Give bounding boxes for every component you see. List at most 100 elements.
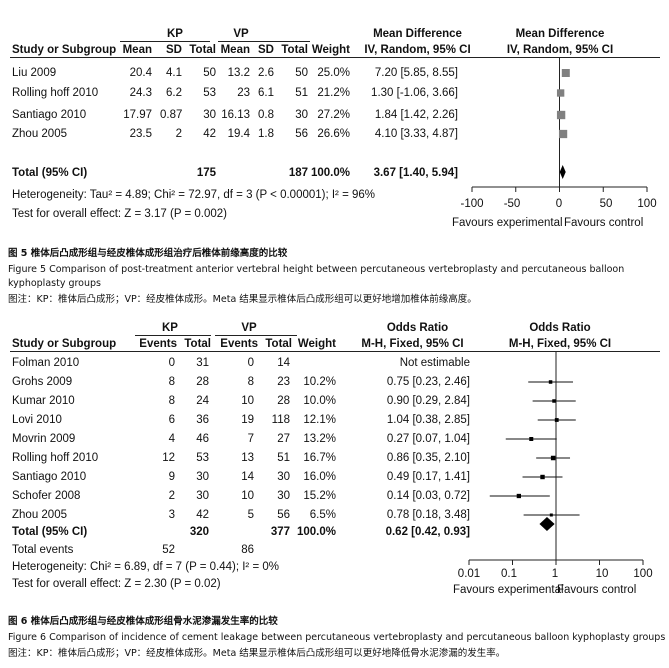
pooled-estimate-diamond <box>559 165 566 179</box>
col-kp-total: Total <box>184 338 211 350</box>
vp-sd: 6.1 <box>258 87 274 99</box>
kp-total: 53 <box>196 452 209 464</box>
vp-sd: 0.8 <box>258 109 274 121</box>
favours-control-label: Favours control <box>564 217 644 229</box>
heterogeneity-text: Heterogeneity: Tau² = 4.89; Chi² = 72.97… <box>12 189 376 201</box>
col-vp-sd: SD <box>258 44 274 56</box>
axis-tick-label: 1 <box>551 568 559 580</box>
vp-total: 51 <box>295 87 308 99</box>
study-name: Liu 2009 <box>12 67 57 79</box>
col-study: Study or Subgroup <box>12 44 117 56</box>
vp-mean: 13.2 <box>227 67 250 79</box>
study-point-estimate <box>554 418 559 422</box>
vp-mean: 16.13 <box>221 109 250 121</box>
vp-total-sum: 377 <box>270 526 290 538</box>
total-weight: 100.0% <box>310 167 350 179</box>
kp-events: 0 <box>168 357 175 369</box>
vp-events: 10 <box>241 395 254 407</box>
weight: 16.0% <box>303 471 336 483</box>
favours-control-label: Favours control <box>557 584 637 596</box>
kp-sd: 0.87 <box>160 109 183 121</box>
study-name: Rolling hoff 2010 <box>12 452 99 464</box>
vp-total: 28 <box>277 395 290 407</box>
vp-total: 23 <box>277 376 290 388</box>
kp-events: 12 <box>162 452 175 464</box>
col-weight: Weight <box>297 338 336 350</box>
figure6-caption-en-1: Figure 6 Comparison of incidence of ceme… <box>8 632 666 643</box>
kp-sd: 4.1 <box>166 67 182 79</box>
kp-total-events: 52 <box>162 544 175 556</box>
study-point-estimate <box>540 474 545 480</box>
kp-events: 4 <box>168 433 175 445</box>
plot-group-header: Mean Difference <box>515 28 605 40</box>
vp-total: 14 <box>277 357 290 369</box>
weight: 26.6% <box>317 128 350 140</box>
total-label: Total (95% CI) <box>12 526 88 538</box>
col-ci: M-H, Fixed, 95% CI <box>361 338 464 350</box>
figure5-caption-en-1: Figure 5 Comparison of post-treatment an… <box>8 264 625 275</box>
study-name: Lovi 2010 <box>12 414 62 426</box>
ci-value: 1.04 [0.38, 2.85] <box>386 414 470 426</box>
kp-total: 42 <box>196 509 209 521</box>
kp-total: 50 <box>203 67 216 79</box>
ci-value: 0.49 [0.17, 1.41] <box>386 471 470 483</box>
total-weight: 100.0% <box>296 526 336 538</box>
axis-tick-label: 50 <box>599 198 613 210</box>
weight: 10.2% <box>303 376 336 388</box>
col-kp-total: Total <box>189 44 216 56</box>
vp-total: 30 <box>277 490 290 502</box>
study-point-estimate <box>552 399 556 403</box>
ci-value: 0.75 [0.23, 2.46] <box>386 376 470 388</box>
kp-total: 53 <box>203 87 216 99</box>
vp-total: 51 <box>277 452 290 464</box>
total-ci: 0.62 [0.42, 0.93] <box>385 526 470 538</box>
plot-group-header: Odds Ratio <box>529 322 591 334</box>
vp-events: 7 <box>247 433 254 445</box>
col-kp-sd: SD <box>166 44 182 56</box>
favours-experimental-label: Favours experimental <box>453 584 564 596</box>
header-rule <box>10 351 660 352</box>
study-name: Santiago 2010 <box>12 471 87 483</box>
kp-total: 46 <box>196 433 209 445</box>
study-point-estimate <box>548 380 553 384</box>
vp-total-events: 86 <box>241 544 254 556</box>
axis-tick-label: 100 <box>633 568 653 580</box>
kp-events: 8 <box>168 376 175 388</box>
col-vp-mean: Mean <box>220 44 250 56</box>
kp-sd: 6.2 <box>166 87 182 99</box>
axis-tick-label: 0.01 <box>457 568 481 580</box>
ci-value: 0.90 [0.29, 2.84] <box>386 395 470 407</box>
weight: 13.2% <box>303 433 336 445</box>
vp-sd: 2.6 <box>258 67 274 79</box>
kp-events: 9 <box>168 471 175 483</box>
effect-group-header: Mean Difference <box>373 28 462 40</box>
vp-mean: 23 <box>237 87 250 99</box>
col-kp-events: Events <box>139 338 177 350</box>
favours-experimental-label: Favours experimental <box>452 217 563 229</box>
weight: 6.5% <box>309 509 336 521</box>
kp-mean: 24.3 <box>129 87 152 99</box>
kp-total: 24 <box>196 395 209 407</box>
kp-mean: 23.5 <box>129 128 152 140</box>
study-name: Zhou 2005 <box>12 128 67 140</box>
vp-total-sum: 187 <box>288 167 308 179</box>
vp-total: 30 <box>277 471 290 483</box>
kp-mean: 20.4 <box>129 67 152 79</box>
study-point-estimate <box>529 437 534 441</box>
figure5-caption-note: 图注：KP：椎体后凸成形；VP：经皮椎体成形。Meta 结果显示椎体后凸成形组可… <box>8 294 477 305</box>
ci-value: 7.20 [5.85, 8.55] <box>374 67 458 79</box>
kp-header-rule <box>135 335 211 336</box>
weight: 10.0% <box>303 395 336 407</box>
axis-tick-label: 10 <box>595 568 609 580</box>
vp-header-rule <box>215 335 297 336</box>
figure5-caption-cn: 图 5 椎体后凸成形组与经皮椎体成形组治疗后椎体前缘高度的比较 <box>8 248 288 259</box>
col-plot: M-H, Fixed, 95% CI <box>508 338 612 350</box>
study-point-estimate <box>561 69 570 77</box>
vp-group-header: VP <box>241 322 257 334</box>
vp-events: 10 <box>241 490 254 502</box>
kp-events: 2 <box>168 490 175 502</box>
vp-total: 27 <box>277 433 290 445</box>
ci-value: 4.10 [3.33, 4.87] <box>374 128 458 140</box>
study-name: Movrin 2009 <box>12 433 76 445</box>
kp-total: 42 <box>203 128 216 140</box>
